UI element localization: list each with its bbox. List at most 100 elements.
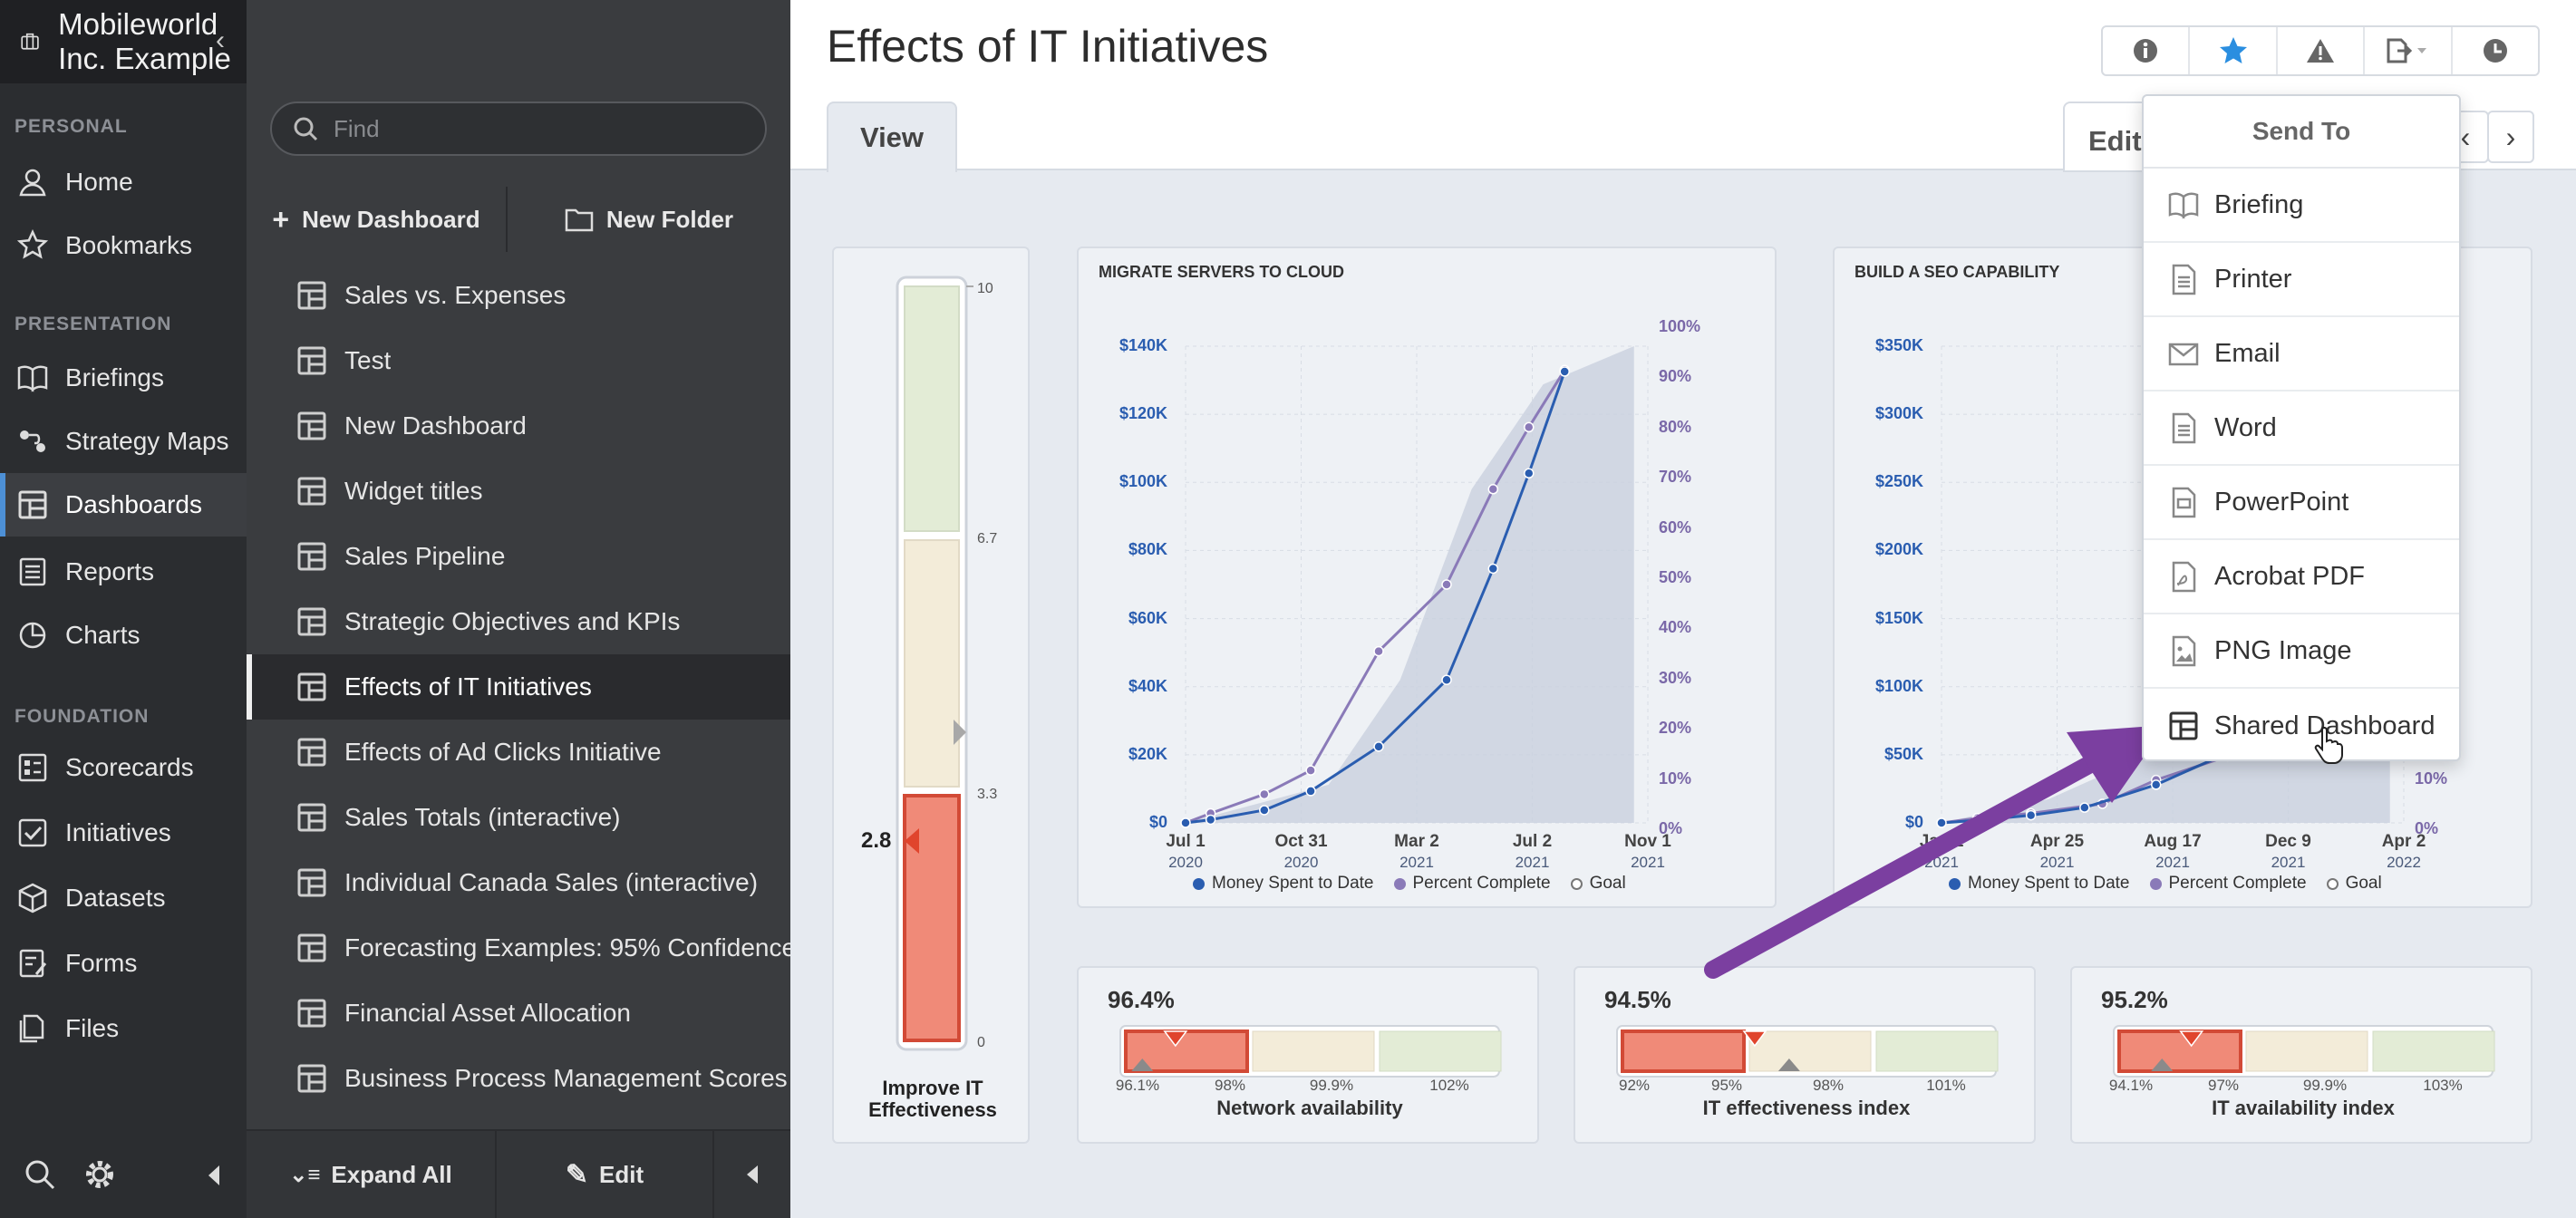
nav-item-label: Scorecards	[65, 753, 194, 781]
history-button[interactable]	[2453, 27, 2538, 74]
send-to-acrobat-pdf[interactable]: Acrobat PDF	[2144, 540, 2459, 614]
dashboard-list-item[interactable]: Financial Asset Allocation	[247, 981, 790, 1046]
search-icon[interactable]	[22, 1156, 58, 1193]
find-field[interactable]	[270, 102, 767, 156]
dashboard-list-item[interactable]: Effects of IT Initiatives	[247, 654, 790, 720]
org-header[interactable]: Mobileworld Inc. Example ‹	[0, 0, 247, 83]
new-folder-button[interactable]: New Folder	[508, 187, 790, 252]
data-point	[1259, 788, 1270, 800]
legend-label: Goal	[2345, 874, 2382, 893]
x-tick-label: Jul 1	[1166, 832, 1206, 851]
dashboard-list-item[interactable]: Forecasting Examples: 95% Confidence	[247, 915, 790, 981]
nav-item-label: Forms	[65, 949, 138, 977]
dashboard-list-item[interactable]: Strategic Objectives and KPIs	[247, 589, 790, 654]
send-to-word[interactable]: Word	[2144, 392, 2459, 466]
y2-tick-label: 50%	[1659, 568, 1692, 586]
star-icon	[2219, 37, 2247, 63]
network-availability-gauge[interactable]: 96.4% 96.1% 98% 99.9% 102% Network availabili…	[1077, 966, 1539, 1144]
x-tick-label: Mar 2	[1394, 832, 1439, 851]
send-to-png-image[interactable]: PNG Image	[2144, 614, 2459, 689]
edit-list-button[interactable]: ✎ Edit	[497, 1130, 714, 1218]
data-point	[2079, 802, 2090, 813]
info-button[interactable]	[2103, 27, 2191, 74]
send-to-email[interactable]: Email	[2144, 317, 2459, 392]
legend-label: Money Spent to Date	[1968, 874, 2130, 893]
nav-item-strategy-maps[interactable]: Strategy Maps	[0, 410, 247, 473]
send-to-printer[interactable]: Printer	[2144, 243, 2459, 317]
send-to-item-label: Acrobat PDF	[2214, 561, 2365, 591]
dashboard-icon	[2167, 709, 2200, 743]
nav-item-scorecards[interactable]: Scorecards	[0, 736, 247, 799]
send-to-shared-dashboard[interactable]: Shared Dashboard	[2144, 689, 2459, 763]
gauge-tick: 98%	[1214, 1077, 1246, 1094]
x-tick-sublabel: 2020	[1168, 854, 1203, 871]
send-to-powerpoint[interactable]: PowerPoint	[2144, 466, 2459, 540]
dashboard-list-item[interactable]: New Dashboard	[247, 393, 790, 459]
dashboard-list-item-label: Sales vs. Expenses	[344, 281, 567, 309]
dashboard-list-item-label: Sales Pipeline	[344, 542, 506, 570]
dashboard-list-item-label: Effects of IT Initiatives	[344, 672, 592, 701]
migrate-servers-chart[interactable]: MIGRATE SERVERS TO CLOUD $140K $120K $100K $…	[1077, 246, 1777, 908]
nav-item-label: Initiatives	[65, 818, 171, 846]
send-to-button[interactable]	[2365, 27, 2453, 74]
expand-all-button[interactable]: ⌄≡ Expand All	[247, 1130, 497, 1218]
legend-label: Goal	[1589, 874, 1626, 893]
warning-icon	[2307, 39, 2335, 63]
data-point	[2025, 809, 2037, 821]
dashboard-icon	[295, 932, 328, 964]
chart-plot	[1180, 345, 1649, 828]
nav-item-dashboards[interactable]: Dashboards	[0, 473, 247, 536]
user-icon	[16, 166, 49, 198]
legend-label: Money Spent to Date	[1212, 874, 1374, 893]
nav-item-briefings[interactable]: Briefings	[0, 346, 247, 410]
book-icon	[16, 362, 49, 394]
nav-item-bookmarks[interactable]: Bookmarks	[0, 214, 247, 277]
send-to-item-label: Word	[2214, 412, 2277, 442]
legend-item: Money Spent to Date	[1949, 874, 2130, 894]
send-to-briefing[interactable]: Briefing	[2144, 169, 2459, 243]
checkbox-icon	[16, 817, 49, 849]
dashboard-list-item[interactable]: Sales vs. Expenses	[247, 263, 790, 328]
alert-button[interactable]	[2278, 27, 2366, 74]
legend-item: Money Spent to Date	[1193, 874, 1374, 894]
collapse-nav-icon[interactable]: ‹	[216, 25, 225, 55]
thermometer-widget[interactable]: 2.8 10 6.7 3.3 0 Improve IT Effectivenes…	[832, 246, 1030, 1144]
data-point	[1441, 674, 1452, 685]
dashboard-list-item[interactable]: Business Process Management Scores	[247, 1046, 790, 1111]
dashboard-list-item[interactable]: Widget titles	[247, 459, 790, 524]
nav-item-label: Files	[65, 1014, 120, 1042]
nav-item-charts[interactable]: Charts	[0, 604, 247, 667]
dashboard-list-item[interactable]: Sales Pipeline	[247, 524, 790, 589]
next-page-button[interactable]: ›	[2487, 111, 2534, 163]
nav-item-files[interactable]: Files	[0, 997, 247, 1060]
collapse-panel-button[interactable]	[714, 1130, 790, 1218]
it-availability-gauge[interactable]: 95.2% 94.1% 97% 99.9% 103% IT availability in…	[2070, 966, 2532, 1144]
legend-item: Percent Complete	[1393, 874, 1551, 894]
gauge-tick: 92%	[1618, 1077, 1651, 1094]
nav-item-home[interactable]: Home	[0, 150, 247, 214]
dashboard-list-item[interactable]: Sales Totals (interactive)	[247, 785, 790, 850]
nav-item-initiatives[interactable]: Initiatives	[0, 801, 247, 865]
nav-item-datasets[interactable]: Datasets	[0, 866, 247, 930]
y-tick-label: $140K	[1119, 336, 1167, 354]
collapse-left-icon[interactable]	[203, 1162, 225, 1189]
bookmark-button[interactable]	[2190, 27, 2278, 74]
y-tick-label: $0	[1904, 813, 1923, 831]
gauge-tick: 96.1%	[1115, 1077, 1160, 1094]
it-effectiveness-gauge[interactable]: 94.5% 92% 95% 98% 101% IT effectiveness index	[1574, 966, 2036, 1144]
search-icon	[294, 117, 318, 141]
dashboard-icon	[295, 866, 328, 899]
find-input[interactable]	[334, 114, 732, 143]
dashboard-list-item[interactable]: Effects of Ad Clicks Initiative	[247, 720, 790, 785]
gear-icon[interactable]	[82, 1156, 118, 1193]
y2-tick-label: 60%	[1659, 517, 1692, 536]
hand-cursor-icon	[2314, 726, 2343, 764]
y-tick-label: $350K	[1874, 336, 1923, 354]
nav-item-reports[interactable]: Reports	[0, 540, 247, 604]
dashboard-list-item[interactable]: Individual Canada Sales (interactive)	[247, 850, 790, 915]
nav-item-forms[interactable]: Forms	[0, 932, 247, 995]
dashboard-list-item[interactable]: Test	[247, 328, 790, 393]
new-dashboard-button[interactable]: + New Dashboard	[247, 187, 508, 252]
tab-view[interactable]: View	[827, 102, 957, 172]
gauge-bar	[2113, 1025, 2495, 1078]
